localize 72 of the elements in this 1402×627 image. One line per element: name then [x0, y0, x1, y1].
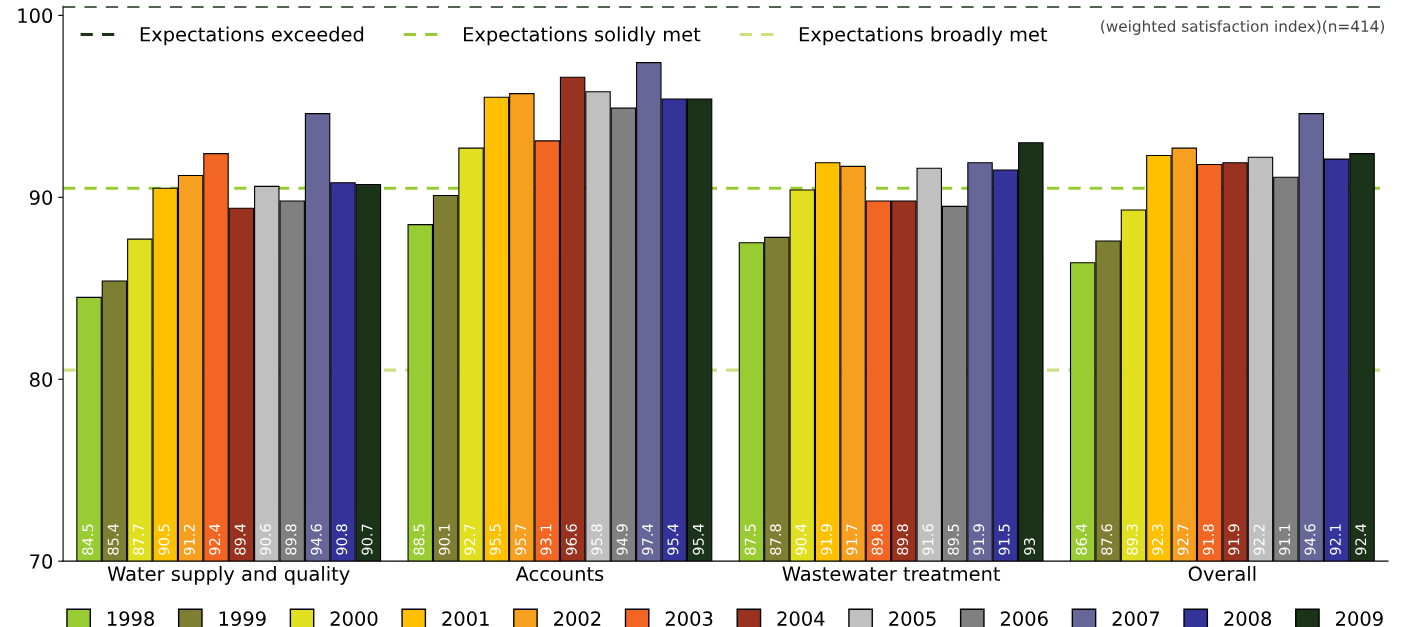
data-label: 89.4: [234, 524, 246, 555]
legend-label: Expectations solidly met: [464, 26, 701, 46]
data-label: 94.6: [310, 524, 322, 555]
data-label: 92.3: [1152, 524, 1164, 555]
data-label: 89.8: [285, 524, 297, 555]
legend-label: 2002: [554, 611, 601, 626]
data-label: 95.7: [515, 524, 527, 555]
data-label: 94.9: [616, 524, 628, 555]
data-label: 91.7: [846, 524, 858, 555]
data-label: 95.8: [591, 524, 603, 555]
data-label: 87.6: [1101, 524, 1113, 555]
data-label: 92.7: [1177, 524, 1189, 555]
y-tick-label: 100: [18, 8, 53, 24]
legend-label: 1998: [107, 611, 154, 626]
data-label: 91.9: [820, 524, 832, 555]
x-tick-label: Water supply and quality: [107, 566, 350, 585]
legend-label: Expectations exceeded: [140, 26, 364, 46]
legend-label: 2003: [665, 611, 713, 626]
data-label: 84.5: [82, 524, 94, 555]
data-label: 96.6: [565, 524, 577, 555]
legend-label: 2009: [1336, 611, 1383, 626]
data-label: 91.5: [998, 524, 1010, 555]
data-label: 85.4: [107, 524, 119, 555]
data-label: 92.4: [1355, 524, 1367, 555]
data-label: 90.4: [795, 524, 807, 555]
x-tick-label: Wastewater treatment: [782, 566, 1001, 582]
data-label: 89.8: [897, 524, 909, 555]
data-label: 91.2: [183, 524, 195, 555]
data-label: 91.8: [1202, 524, 1214, 555]
data-label: 87.7: [133, 524, 145, 555]
data-label: 86.4: [1075, 524, 1087, 555]
data-label: 91.9: [973, 524, 985, 555]
legend-label: 2007: [1112, 611, 1160, 626]
data-label: 94.6: [1304, 524, 1316, 555]
y-tick-label: 90: [29, 190, 53, 205]
legend-label: Expectations broadly met: [799, 26, 1048, 46]
data-label: 89.8: [871, 524, 883, 555]
data-label: 90.1: [438, 524, 450, 555]
data-label: 87.5: [744, 524, 756, 555]
data-label: 97.4: [642, 524, 654, 555]
legend-label: 2005: [889, 611, 936, 626]
legend-label: 2001: [442, 611, 489, 626]
annotation: (weighted satisfaction index)(n=414): [1101, 20, 1385, 35]
data-label: 95.4: [667, 524, 679, 555]
data-label: 90.8: [336, 524, 348, 555]
data-label: 87.8: [770, 524, 782, 555]
data-label: 92.4: [209, 524, 221, 555]
x-tick-label: Overall: [1188, 566, 1256, 582]
data-label: 95.4: [692, 524, 704, 555]
data-label: 95.5: [489, 524, 501, 555]
data-label: 91.1: [1279, 524, 1291, 555]
legend-label: 2000: [330, 611, 378, 626]
y-tick-label: 70: [30, 554, 53, 569]
data-label: 92.1: [1329, 524, 1341, 555]
data-label: 88.5: [413, 524, 425, 555]
data-label: 89.3: [1126, 524, 1138, 555]
legend-label: 1999: [219, 611, 266, 626]
data-label: 90.5: [158, 524, 170, 555]
data-label: 92.7: [464, 524, 476, 555]
data-label: 91.9: [1228, 524, 1240, 555]
legend-label: 2008: [1224, 611, 1272, 626]
data-label: 89.5: [947, 524, 959, 555]
data-label: 93.1: [540, 524, 552, 555]
data-label: 90.7: [361, 524, 373, 555]
x-tick-label: Accounts: [515, 566, 604, 582]
data-label: 90.6: [259, 524, 272, 555]
data-label: 91.6: [922, 524, 934, 555]
y-tick-label: 80: [29, 372, 53, 387]
data-label: 92.2: [1253, 524, 1265, 555]
legend-label: 2006: [1000, 611, 1048, 626]
data-label: 93: [1024, 538, 1036, 555]
legend-label: 2004: [777, 611, 825, 626]
